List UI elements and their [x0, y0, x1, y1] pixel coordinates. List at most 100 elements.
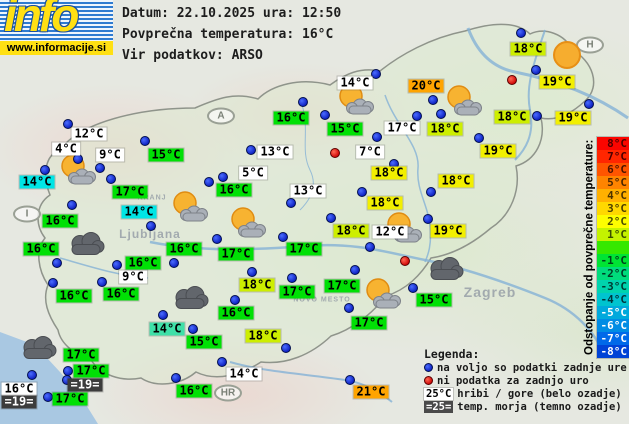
temp-label: 16°C	[176, 384, 212, 398]
station-dot-recent	[212, 234, 222, 244]
temp-label: 17°C	[324, 279, 360, 293]
station-dot-recent	[67, 200, 77, 210]
station-dot-recent	[371, 69, 381, 79]
colorbar-cell: 7°C	[597, 150, 629, 163]
temp-label: 19°C	[430, 224, 466, 238]
temp-label: 7°C	[356, 145, 384, 159]
station-dot-recent	[298, 97, 308, 107]
colorbar-cell: 6°C	[597, 163, 629, 176]
logo-wordmark: info	[4, 0, 79, 41]
station-dot-recent	[52, 258, 62, 268]
temp-label: 16°C	[1, 382, 37, 396]
station-dot-recent	[112, 260, 122, 270]
temp-label: 5°C	[239, 166, 267, 180]
station-dot-recent	[426, 187, 436, 197]
colorbar-cell: -2°C	[597, 267, 629, 280]
map-legend: Legenda: na voljo so podatki zadnje ure n…	[424, 347, 627, 413]
city-label: Ljubljana	[119, 227, 181, 241]
legend-row: na voljo so podatki zadnje ure	[424, 361, 627, 374]
legend-title: Legenda:	[424, 347, 480, 361]
temp-label: 17°C	[63, 348, 99, 362]
colorbar-cell	[597, 241, 629, 254]
station-dot-recent	[169, 258, 179, 268]
colorbar-cell: -6°C	[597, 319, 629, 332]
header-source-line: Vir podatkov: ARSO	[122, 48, 263, 63]
temp-label: 15°C	[186, 335, 222, 349]
temp-label: 17°C	[73, 364, 109, 378]
city-label: NOVO MESTO	[293, 296, 351, 304]
legend-blue-dot-icon	[424, 363, 433, 372]
station-dot-recent	[247, 267, 257, 277]
station-dot-recent	[436, 109, 446, 119]
temp-label: 18°C	[510, 42, 546, 56]
temp-label: 12°C	[372, 225, 408, 239]
station-dot-recent	[365, 242, 375, 252]
cloud-icon	[66, 232, 106, 263]
station-dot-recent	[146, 221, 156, 231]
header: Datum: 22.10.2025 ura: 12:50 Povprečna t…	[122, 4, 341, 67]
station-dot-recent	[230, 295, 240, 305]
temp-label: 16°C	[42, 214, 78, 228]
temp-label: 15°C	[148, 148, 184, 162]
station-dot-recent	[40, 165, 50, 175]
station-dot-recent	[140, 136, 150, 146]
station-dot-recent	[281, 343, 291, 353]
legend-item-text: temp. morja (temno ozadje)	[457, 400, 622, 413]
logo-url-link[interactable]: www.informacije.si	[0, 41, 113, 55]
temp-label: 19°C	[480, 144, 516, 158]
station-dot-recent	[95, 163, 105, 173]
temp-label: 21°C	[353, 385, 389, 399]
temp-label: 18°C	[239, 278, 275, 292]
legend-red-dot-icon	[424, 376, 433, 385]
legend-item-text: ni podatka za zadnjo uro	[437, 374, 589, 387]
legend-row: =25= temp. morja (temno ozadje)	[424, 400, 627, 413]
temp-label: 19°C	[539, 75, 575, 89]
temp-label: 16°C	[166, 242, 202, 256]
station-dot-recent	[217, 357, 227, 367]
legend-rows: na voljo so podatki zadnje ure ni podatka…	[424, 361, 627, 413]
legend-item-text: na voljo so podatki zadnje ure	[437, 361, 627, 374]
temp-label: 16°C	[216, 183, 252, 197]
station-dot-recent	[320, 110, 330, 120]
temp-label: 16°C	[125, 256, 161, 270]
temp-label: 17°C	[52, 392, 88, 406]
legend-row: 25°C hribi / gore (belo ozadje)	[424, 387, 627, 400]
station-dot-recent	[158, 310, 168, 320]
cloud-icon	[18, 336, 58, 367]
temp-label: 12°C	[71, 127, 107, 141]
header-avg-temp-line: Povprečna temperatura: 16°C	[122, 27, 334, 42]
temp-label: 18°C	[333, 224, 369, 238]
station-dot-recent	[171, 373, 181, 383]
colorbar-cell: -1°C	[597, 254, 629, 267]
temp-label: 18°C	[371, 166, 407, 180]
station-dot-recent	[326, 213, 336, 223]
site-logo[interactable]: info www.informacije.si	[0, 0, 113, 55]
station-dot-recent	[516, 28, 526, 38]
station-dot-no-data	[400, 256, 410, 266]
colorbar-cell: -3°C	[597, 280, 629, 293]
station-dot-recent	[532, 111, 542, 121]
temp-label: 14°C	[337, 76, 373, 90]
colorbar-cell: -4°C	[597, 293, 629, 306]
colorbar-title: Odstopanje od povprečne temperature:	[583, 139, 596, 356]
temp-label: 14°C	[226, 367, 262, 381]
temp-label: 18°C	[245, 329, 281, 343]
sun-cloud-icon	[334, 82, 378, 122]
colorbar-cell: 8°C	[597, 137, 629, 150]
temp-label: 17°C	[351, 316, 387, 330]
sun-cloud-icon	[226, 205, 270, 245]
temp-label: 17°C	[218, 247, 254, 261]
temp-label: 14°C	[149, 322, 185, 336]
temp-label: 9°C	[119, 270, 147, 284]
station-dot-recent	[106, 174, 116, 184]
sea-temp-label: =19=	[1, 395, 37, 409]
station-dot-recent	[408, 283, 418, 293]
cloud-icon	[425, 257, 465, 288]
sun-cloud-icon	[168, 189, 212, 229]
sun-cloud-icon	[442, 83, 486, 123]
temp-label: 14°C	[19, 175, 55, 189]
station-dot-recent	[43, 392, 53, 402]
station-dot-recent	[48, 278, 58, 288]
station-dot-recent	[428, 95, 438, 105]
